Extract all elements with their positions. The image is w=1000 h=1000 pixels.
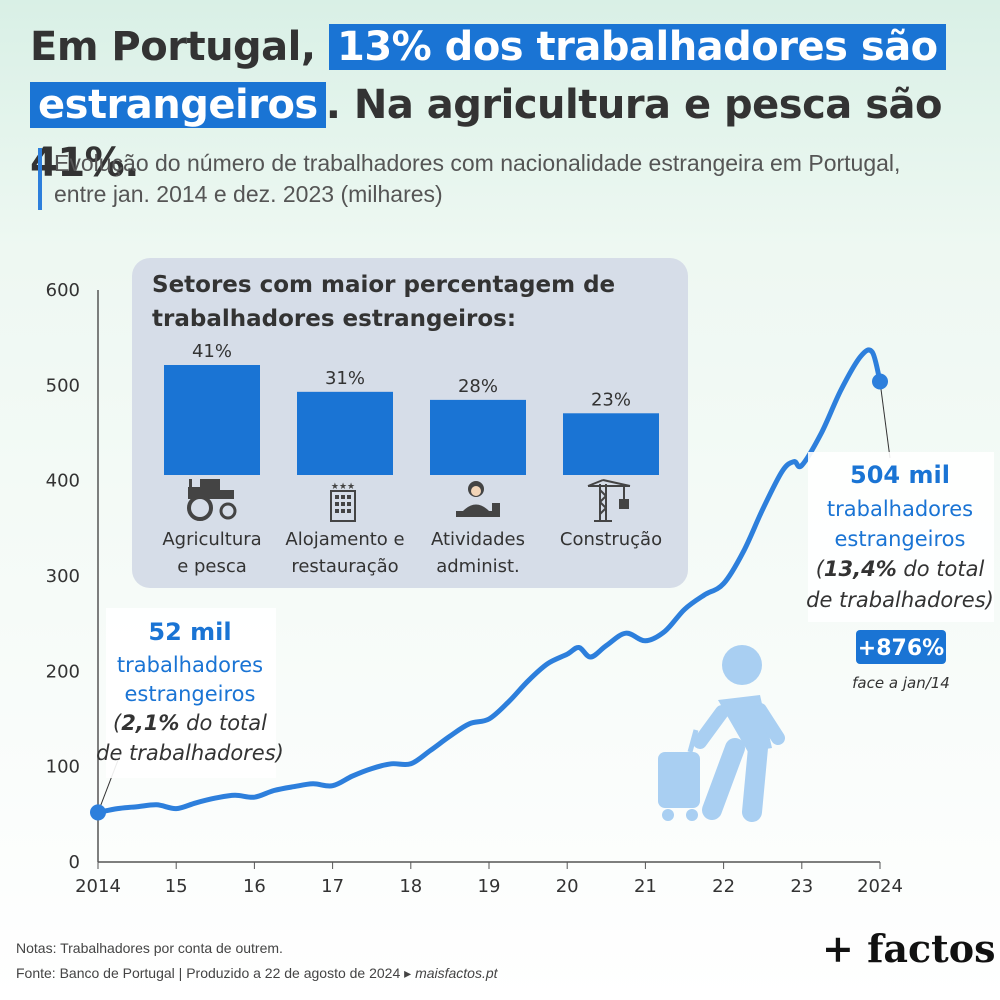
inset-category-label: administ. [436,556,520,577]
inset-bar [164,365,260,475]
inset-bar [430,399,526,475]
y-tick-label: 400 [46,471,80,492]
title-highlight-2: estrangeiros [30,82,326,128]
y-tick-label: 0 [69,852,80,873]
x-tick-label: 2014 [75,876,121,897]
end-value: 504 mil [850,461,950,489]
end-point [872,373,888,390]
y-tick-label: 300 [46,566,80,587]
title-part2: . Na agricultura e pesca são 41%. [30,82,943,186]
start-point [90,804,106,821]
inset-category-label: Agricultura [162,529,261,550]
tractor-icon [187,479,237,521]
traveler-with-suitcase-icon [658,645,785,822]
inset-category-label: Construção [560,529,662,550]
x-tick-label: 23 [790,876,813,897]
end-annotation: 504 mil trabalhadores estrangeiros (13,4… [806,452,994,692]
growth-badge [856,630,946,664]
inset-panel [132,258,688,588]
x-tick-label: 20 [556,876,579,897]
start-annotation: 52 mil trabalhadores estrangeiros (2,1% … [96,608,284,778]
start-line-4: de trabalhadores) [96,741,284,765]
end-line-2: estrangeiros [835,527,966,551]
x-tick-label: 21 [634,876,657,897]
x-tick-label: 16 [243,876,266,897]
brand-logo: + factos [822,926,996,971]
x-tick-labels: 2014 15 16 17 18 19 20 21 22 23 2024 [75,862,903,897]
y-tick-label: 600 [46,280,80,301]
crane-icon [587,479,631,522]
start-pct-rest: do total [179,711,267,735]
inset-bar [297,391,393,475]
page-title: Em Portugal, 13% dos trabalhadores são es… [30,18,980,192]
start-pct: 2,1% [121,711,179,735]
end-line-3: (13,4% do total [816,557,985,581]
y-tick-label: 500 [46,375,80,396]
inset-title-line-1: Setores com maior percentagem de [152,272,615,298]
y-tick-label: 100 [46,757,80,778]
chart-subtitle: Evolução do número de trabalhadores com … [38,148,954,210]
end-line-4: de trabalhadores) [806,588,994,612]
x-tick-label: 15 [165,876,188,897]
x-tick-label: 19 [478,876,501,897]
inset-bar-value-label: 23% [591,389,631,410]
growth-badge-subtext: face a jan/14 [852,674,950,692]
start-line-1: trabalhadores [117,653,263,677]
notes-line: Notas: Trabalhadores por conta de outrem… [16,940,283,956]
inset-bar [563,413,659,475]
inset-bar-value-label: 31% [325,368,365,389]
inset-category-label: Alojamento e [285,529,404,550]
series-line [95,347,883,815]
inset-category-label: e pesca [177,556,247,577]
start-line-3: (2,1% do total [113,711,267,735]
inset-bar-chart: 41% Agricultura e pesca 31% Alojamento e rest… [162,341,662,577]
hotel-icon: ★★★ [330,482,356,522]
title-highlight-1: 13% dos trabalhadores são [329,24,946,70]
y-tick-label: 200 [46,661,80,682]
x-tick-label: 22 [712,876,735,897]
growth-badge-text: +876% [858,636,944,661]
inset-category-label: Atividades [431,529,525,550]
start-line-2: estrangeiros [125,682,256,706]
x-tick-label: 18 [399,876,422,897]
source-site: maisfactos.pt [415,965,498,981]
inset-title-line-2: trabalhadores estrangeiros: [152,306,516,332]
end-pct: 13,4% [824,557,897,581]
source-line: Fonte: Banco de Portugal | Produzido a 2… [16,961,498,986]
footnotes: Notas: Trabalhadores por conta de outrem… [16,936,498,986]
y-tick-labels: 0 100 200 300 400 500 600 [46,280,80,873]
x-tick-label: 2024 [857,876,903,897]
inset-bar-value-label: 28% [458,376,498,397]
start-value: 52 mil [148,618,231,646]
office-worker-icon [456,481,500,517]
end-line-1: trabalhadores [827,497,973,521]
x-tick-label: 17 [321,876,344,897]
title-part1: Em Portugal, [30,24,330,70]
end-leader-line [879,381,891,459]
end-pct-rest: do total [897,557,985,581]
inset-category-label: restauração [291,556,398,577]
source-text: Fonte: Banco de Portugal | Produzido a 2… [16,965,416,981]
svg-text:★★★: ★★★ [331,482,355,492]
inset-bar-value-label: 41% [192,341,232,362]
